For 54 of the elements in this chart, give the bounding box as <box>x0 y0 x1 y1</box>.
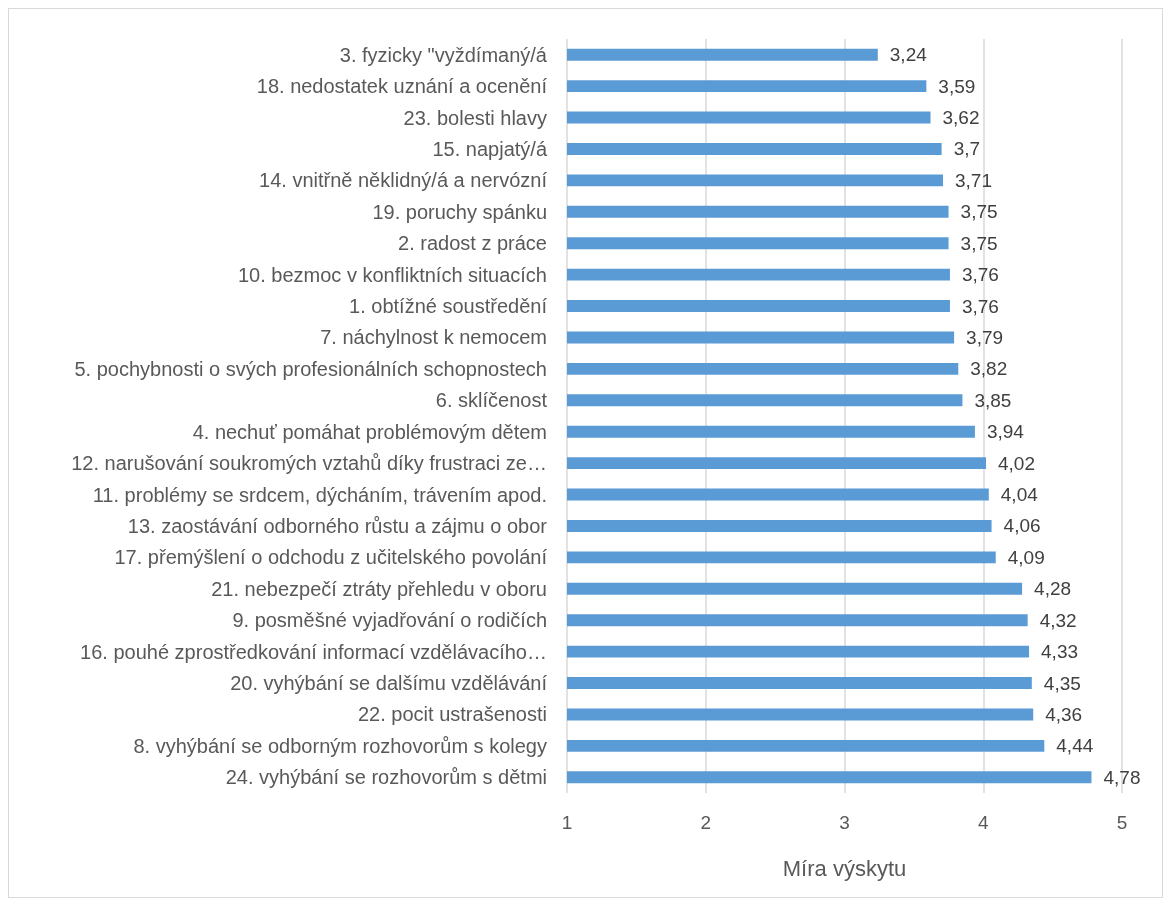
y-tick-label: 23. bolesti hlavy <box>403 106 547 129</box>
data-label: 3,75 <box>960 201 998 223</box>
data-label: 3,62 <box>942 107 980 129</box>
y-tick-label: 5. pochybnosti o svých profesionálních schopnostech <box>74 357 547 380</box>
data-label: 4,36 <box>1045 703 1083 725</box>
y-tick-label: 3. fyzicky "vyždímaný/á <box>339 43 548 66</box>
data-label: 3,76 <box>961 295 999 317</box>
x-axis-title: Míra výskytu <box>782 855 907 881</box>
y-tick-label: 6. sklíčenost <box>435 389 548 412</box>
data-label: 3,85 <box>974 389 1012 411</box>
y-tick-label: 15. napjatý/á <box>432 137 548 160</box>
y-tick-label: 9. posměšné vyjadřování o rodičích <box>232 609 547 632</box>
y-tick-label: 20. vyhýbání se dalšímu vzdělávání <box>230 672 548 695</box>
data-label: 3,94 <box>986 421 1025 443</box>
data-label: 4,06 <box>1003 515 1041 537</box>
y-tick-label: 2. radost z práce <box>398 232 547 255</box>
data-label: 3,76 <box>961 264 999 286</box>
y-tick-label: 16. pouhé zprostředkování informací vzdělávacího… <box>80 640 547 663</box>
x-tick-label: 3 <box>839 812 850 833</box>
data-label: 4,09 <box>1007 546 1045 568</box>
data-label: 4,28 <box>1034 578 1072 600</box>
y-tick-label: 17. přemýšlení o odchodu z učitelského povolání <box>114 546 548 569</box>
y-tick-label: 12. narušování soukromých vztahů díky frustraci ze… <box>71 452 547 475</box>
y-tick-label: 24. vyhýbání se rozhovorům s dětmi <box>225 766 547 789</box>
x-tick-label: 5 <box>1116 812 1128 833</box>
x-tick-label: 1 <box>561 812 573 833</box>
y-tick-label: 19. poruchy spánku <box>372 200 547 223</box>
data-label: 3,75 <box>960 232 998 254</box>
y-tick-label: 13. zaostávání odborného růstu a zájmu o obor <box>127 514 548 537</box>
y-tick-label: 11. problémy se srdcem, dýcháním, trávením apod. <box>92 483 547 506</box>
y-tick-label: 14. vnitřně něklidný/á a nervózní <box>259 169 548 192</box>
x-tick-label: 4 <box>977 812 989 833</box>
data-label: 3,7 <box>953 138 981 160</box>
x-tick-label: 2 <box>700 812 712 833</box>
data-label: 4,33 <box>1041 641 1079 663</box>
data-label: 3,82 <box>970 358 1008 380</box>
data-label: 4,78 <box>1103 766 1141 788</box>
data-label: 4,32 <box>1039 609 1077 631</box>
data-label: 4,44 <box>1056 735 1094 757</box>
y-tick-label: 7. náchylnost k nemocem <box>320 326 547 349</box>
data-label: 3,71 <box>955 169 992 191</box>
data-label: 4,35 <box>1043 672 1081 694</box>
y-tick-label: 8. vyhýbání se odborným rozhovorům s kolegy <box>133 734 547 757</box>
y-tick-label: 4. nechuť pomáhat problémovým dětem <box>192 420 547 443</box>
y-tick-label: 1. obtížné soustředění <box>349 295 548 318</box>
y-tick-label: 22. pocit ustrašenosti <box>358 703 547 726</box>
data-label: 3,79 <box>966 326 1004 348</box>
data-label: 4,02 <box>998 452 1036 474</box>
y-tick-label: 21. nebezpečí ztráty přehledu v oboru <box>211 577 547 600</box>
data-label: 3,59 <box>938 75 976 97</box>
data-label: 3,24 <box>889 44 928 66</box>
y-tick-label: 18. nedostatek uznání a ocenění <box>256 75 548 98</box>
y-tick-label: 10. bezmoc v konfliktních situacích <box>237 263 547 286</box>
data-label: 4,04 <box>1000 484 1039 506</box>
